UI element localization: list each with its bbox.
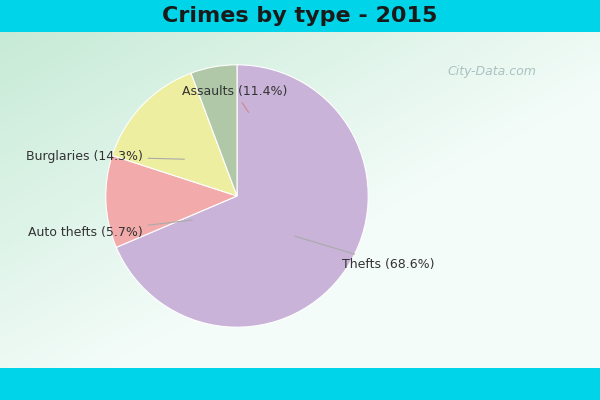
Wedge shape bbox=[106, 156, 237, 247]
Text: Assaults (11.4%): Assaults (11.4%) bbox=[182, 84, 287, 112]
Text: Crimes by type - 2015: Crimes by type - 2015 bbox=[163, 6, 437, 26]
Wedge shape bbox=[116, 65, 368, 327]
Text: Auto thefts (5.7%): Auto thefts (5.7%) bbox=[28, 220, 192, 239]
Wedge shape bbox=[112, 73, 237, 196]
Text: Thefts (68.6%): Thefts (68.6%) bbox=[295, 236, 434, 271]
Text: Burglaries (14.3%): Burglaries (14.3%) bbox=[26, 150, 184, 163]
Text: City-Data.com: City-Data.com bbox=[448, 66, 536, 78]
Wedge shape bbox=[191, 65, 237, 196]
